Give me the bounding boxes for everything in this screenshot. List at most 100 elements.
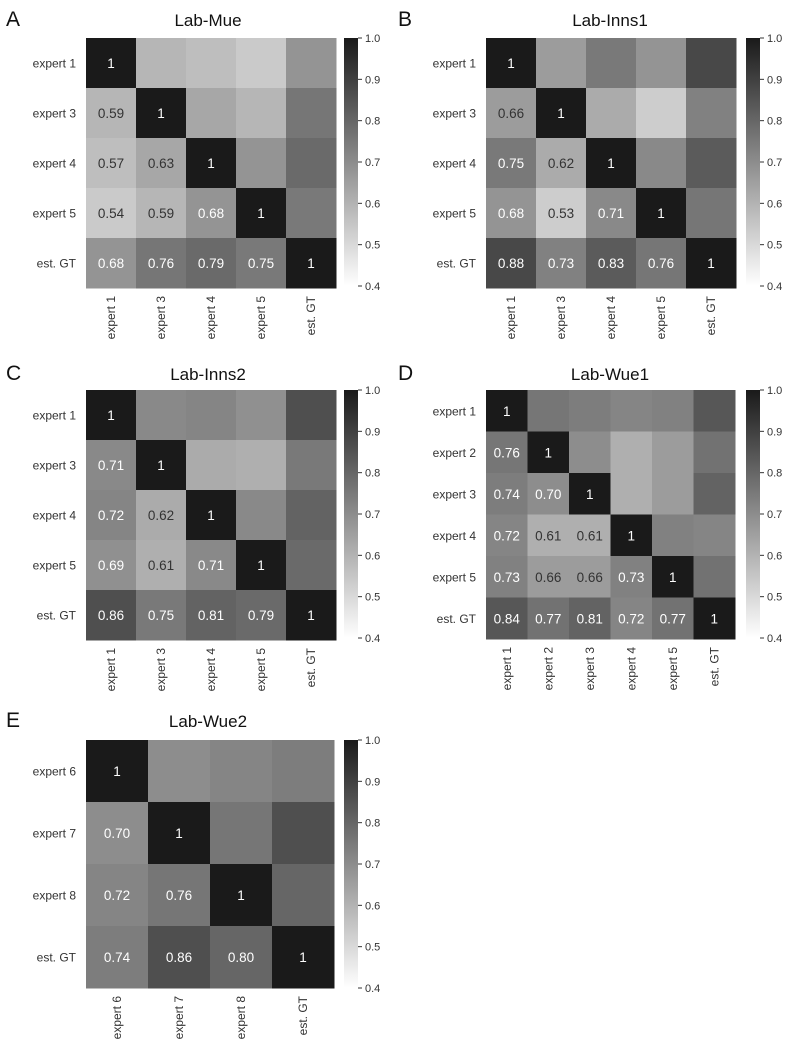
cell-value-label: 0.71 <box>198 558 224 573</box>
cell-value-label: 0.72 <box>104 888 130 903</box>
heatmap-cell <box>610 390 653 432</box>
cell-value-label: 0.74 <box>494 487 521 502</box>
heatmap-cell <box>693 473 736 515</box>
heatmap-cell <box>586 138 637 189</box>
cell-value-label: 0.83 <box>598 256 624 271</box>
colorbar-tick-label: 0.9 <box>365 74 380 86</box>
cell-value-label: 0.77 <box>660 611 686 626</box>
heatmap-cell <box>186 390 237 441</box>
cell-value-label: 1 <box>607 156 615 171</box>
colorbar-tick-label: 0.4 <box>767 281 782 293</box>
column-tick-label: expert 4 <box>204 648 218 692</box>
heatmap-cell <box>86 540 137 591</box>
cell-value-label: 1 <box>586 487 594 502</box>
heatmap-cell <box>136 590 187 641</box>
heatmap-cell <box>527 556 570 598</box>
heatmap-cell <box>86 238 137 289</box>
row-tick-label: est. GT <box>37 609 77 623</box>
heatmap-cell <box>486 138 537 189</box>
column-tick-label: est. GT <box>304 295 318 335</box>
row-tick-label: expert 4 <box>433 529 477 543</box>
column-tick-label: expert 4 <box>604 296 618 340</box>
cell-value-label: 0.72 <box>494 528 520 543</box>
column-tick-label: expert 3 <box>154 296 168 340</box>
cell-value-label: 1 <box>657 206 665 221</box>
colorbar <box>344 38 358 286</box>
cell-value-label: 1 <box>107 408 115 423</box>
heatmap-cell <box>236 440 287 491</box>
colorbar-tick-label: 0.7 <box>365 157 380 169</box>
heatmap-cell <box>86 88 137 139</box>
heatmap-cell <box>136 540 187 591</box>
heatmap-cell <box>86 864 149 927</box>
cell-value-label: 0.61 <box>148 558 174 573</box>
cell-value-label: 1 <box>299 950 307 965</box>
row-tick-label: est. GT <box>37 951 77 965</box>
cell-value-label: 0.76 <box>148 256 174 271</box>
heatmap-cell <box>652 556 694 598</box>
cell-value-label: 0.80 <box>228 950 254 965</box>
heatmap-cell <box>86 440 137 491</box>
heatmap-cell <box>136 188 187 239</box>
panel-letter: B <box>398 8 412 31</box>
cell-value-label: 0.70 <box>535 487 561 502</box>
colorbar-tick-label: 0.6 <box>767 550 782 562</box>
colorbar-tick-label: 0.9 <box>365 426 380 438</box>
heatmap-cell <box>286 490 337 541</box>
heatmap-cell <box>272 926 335 989</box>
panel-letter: E <box>6 709 20 732</box>
heatmap-cell <box>210 740 273 803</box>
heatmap-cell <box>186 88 237 139</box>
cell-value-label: 0.69 <box>98 558 124 573</box>
cell-value-label: 0.74 <box>104 950 131 965</box>
heatmap-cell <box>586 188 637 239</box>
heatmap-cell <box>86 188 137 239</box>
cell-value-label: 0.53 <box>548 206 574 221</box>
colorbar-tick-label: 0.7 <box>365 509 380 521</box>
heatmap-cell <box>286 590 337 641</box>
row-tick-label: expert 5 <box>33 559 77 573</box>
cell-value-label: 0.66 <box>535 570 561 585</box>
heatmap-cell <box>236 390 287 441</box>
row-tick-label: expert 3 <box>33 107 77 121</box>
column-tick-label: expert 3 <box>154 648 168 692</box>
row-tick-label: est. GT <box>37 257 77 271</box>
heatmap-cell <box>693 431 736 474</box>
cell-value-label: 0.72 <box>618 611 644 626</box>
colorbar-tick-label: 0.5 <box>767 240 782 252</box>
colorbar-tick-label: 0.9 <box>767 426 782 438</box>
colorbar-tick-label: 1.0 <box>365 735 380 747</box>
heatmap-cell <box>86 926 149 989</box>
heatmap-cell <box>652 431 694 474</box>
colorbar-tick-label: 0.7 <box>767 157 782 169</box>
heatmap-cell <box>486 514 528 557</box>
heatmap-cell <box>136 440 187 491</box>
colorbar-tick-label: 0.4 <box>767 633 782 645</box>
cell-value-label: 0.70 <box>104 826 130 841</box>
cell-value-label: 0.75 <box>498 156 524 171</box>
colorbar-tick-label: 0.6 <box>365 900 380 912</box>
heatmap-cell <box>527 431 570 474</box>
heatmap-cell <box>136 38 187 89</box>
row-tick-label: expert 3 <box>33 459 77 473</box>
heatmap-cell <box>652 390 694 432</box>
cell-value-label: 0.75 <box>148 608 174 623</box>
colorbar <box>344 390 358 638</box>
colorbar-tick-label: 0.8 <box>365 818 380 830</box>
heatmap-cell <box>136 490 187 541</box>
column-tick-label: expert 1 <box>500 647 514 691</box>
heatmap-cell <box>652 597 694 640</box>
column-tick-label: expert 5 <box>654 296 668 340</box>
panel-letter: A <box>6 8 20 31</box>
column-tick-label: expert 5 <box>666 647 680 691</box>
heatmap-cell <box>527 390 570 432</box>
cell-value-label: 0.71 <box>98 458 124 473</box>
cell-value-label: 0.72 <box>98 508 124 523</box>
column-tick-label: expert 1 <box>104 648 118 692</box>
heatmap-cell <box>610 473 653 515</box>
heatmap-cell <box>210 926 273 989</box>
heatmap-cell <box>86 138 137 189</box>
cell-value-label: 1 <box>507 56 515 71</box>
